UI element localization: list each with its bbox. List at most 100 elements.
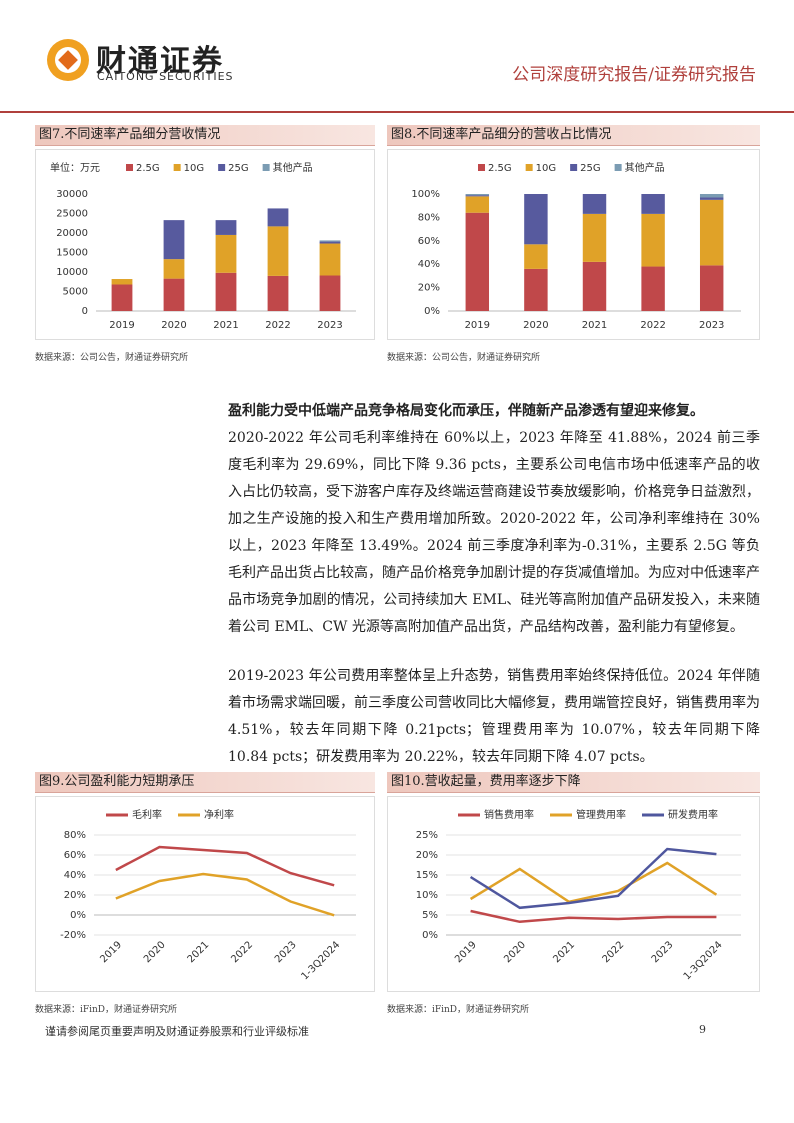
y-tick-label: 20000 xyxy=(56,228,88,239)
y-tick-label: 25000 xyxy=(56,209,88,220)
bar-segment xyxy=(524,194,548,245)
y-tick-label: 20% xyxy=(416,850,438,861)
y-tick-label: 0% xyxy=(70,910,86,921)
legend-label: 销售费用率 xyxy=(484,808,534,821)
figure-source: 数据来源：iFinD，财通证券研究所 xyxy=(387,1005,530,1015)
y-tick-label: -20% xyxy=(60,930,86,941)
y-tick-label: 0% xyxy=(422,930,438,941)
y-tick-label: 25% xyxy=(416,830,438,841)
y-tick-label: 5% xyxy=(422,910,438,921)
bar-segment xyxy=(465,212,490,311)
line-series xyxy=(470,909,717,924)
paragraph: 2019-2023 年公司费用率整体呈上升态势，销售费用率始终保持低位。2024… xyxy=(228,663,760,771)
y-tick-label: 20% xyxy=(64,890,86,901)
legend-swatch xyxy=(126,164,133,171)
y-tick-label: 40% xyxy=(64,870,86,881)
x-tick-label: 2023 xyxy=(650,939,676,965)
legend-label: 其他产品 xyxy=(273,161,313,174)
figure-box: 销售费用率 管理费用率 研发费用率 0% 5% 10% 15% 20% 25% 2019 2020 2… xyxy=(387,796,760,992)
y-tick-label: 60% xyxy=(418,236,440,247)
x-tick-label: 2019 xyxy=(453,939,479,965)
legend-label: 管理费用率 xyxy=(576,808,626,821)
bar-segment xyxy=(163,259,185,279)
bar-segment xyxy=(465,196,490,213)
bar-segment xyxy=(215,272,237,311)
legend-label: 10G xyxy=(184,163,204,174)
footer-disclaimer: 谨请参阅尾页重要声明及财通证券股票和行业评级标准 xyxy=(45,1025,309,1038)
bar-segment xyxy=(163,220,185,260)
figure-source: 数据来源：iFinD，财通证券研究所 xyxy=(35,1005,178,1015)
bar-segment xyxy=(641,194,665,214)
x-tick-label: 2023 xyxy=(317,320,342,331)
legend-swatch xyxy=(262,164,270,171)
bar-segment xyxy=(641,213,665,267)
y-tick-label: 0 xyxy=(82,306,88,317)
bar-segment xyxy=(319,275,341,311)
y-tick-label: 60% xyxy=(64,850,86,861)
y-tick-label: 40% xyxy=(418,259,440,270)
bar-segment xyxy=(699,199,724,266)
y-tick-label: 80% xyxy=(418,212,440,223)
x-tick-label: 1-3Q2024 xyxy=(682,939,725,982)
figure-caption: 图10.营收起量，费用率逐步下降 xyxy=(387,772,760,793)
chart: 2.5G 10G 25G 其他产品 0% 20% 40% 60% 80% 100% 2019 2020… xyxy=(411,161,741,331)
figure-box: 2.5G 10G 25G 其他产品 0% 20% 40% 60% 80% 100% 2019 2020… xyxy=(387,149,760,340)
x-tick-label: 2022 xyxy=(601,939,627,965)
legend-swatch xyxy=(478,164,485,171)
line-series xyxy=(115,845,335,887)
x-tick-label: 2020 xyxy=(502,939,528,965)
y-tick-label: 5000 xyxy=(63,287,88,298)
logo-text: 财通证券 xyxy=(96,44,224,79)
figure-caption: 图9.公司盈利能力短期承压 xyxy=(35,772,375,793)
figure: 图8.不同速率产品细分的营收占比情况 2.5G 10G 25G 其他产品 0% 20% 40… xyxy=(387,125,760,363)
legend-label: 25G xyxy=(580,163,600,174)
legend-label: 2.5G xyxy=(136,163,160,174)
x-tick-label: 2019 xyxy=(465,320,490,331)
chart: 销售费用率 管理费用率 研发费用率 0% 5% 10% 15% 20% 25% 2019 2020 2… xyxy=(416,808,741,982)
x-tick-label: 2021 xyxy=(186,939,212,965)
report-type: 公司深度研究报告/证券研究报告 xyxy=(512,65,756,85)
x-tick-label: 2020 xyxy=(142,939,168,965)
logo-subtext: CAITONG SECURITIES xyxy=(97,70,234,83)
line-series xyxy=(469,847,717,910)
logo-icon xyxy=(47,39,89,81)
bar-segment xyxy=(163,278,185,311)
x-tick-label: 2023 xyxy=(699,320,724,331)
x-tick-label: 2020 xyxy=(161,320,186,331)
x-tick-label: 2022 xyxy=(229,939,255,965)
bar-segment xyxy=(524,244,548,269)
legend-label: 研发费用率 xyxy=(668,808,718,821)
bar-segment xyxy=(215,220,237,235)
bar-segment xyxy=(699,194,724,198)
y-tick-label: 100% xyxy=(411,189,440,200)
bar-segment xyxy=(319,241,341,244)
y-tick-label: 10% xyxy=(416,890,438,901)
legend-label: 其他产品 xyxy=(625,161,665,174)
bar-segment xyxy=(267,226,289,276)
y-tick-label: 15% xyxy=(416,870,438,881)
bar-segment xyxy=(267,208,289,227)
header-rule xyxy=(0,111,794,113)
bar-segment xyxy=(582,213,607,262)
y-tick-label: 20% xyxy=(418,283,440,294)
bar-segment xyxy=(524,268,548,311)
x-tick-label: 2022 xyxy=(265,320,290,331)
bar-segment xyxy=(465,195,490,197)
y-tick-label: 80% xyxy=(64,830,86,841)
bar-segment xyxy=(699,265,724,311)
bar-segment xyxy=(319,243,341,276)
x-tick-label: 2020 xyxy=(523,320,548,331)
figure-box: 毛利率 净利率 -20% 0% 20% 40% 60% 80% 2019 2020 2021 2022… xyxy=(35,796,375,992)
bar-segment xyxy=(582,194,607,214)
figure-caption: 图8.不同速率产品细分的营收占比情况 xyxy=(387,125,760,146)
paragraph-lead: 盈利能力受中低端产品竞争格局变化而承压，伴随新产品渗透有望迎来修复。 xyxy=(228,403,704,419)
y-tick-label: 15000 xyxy=(56,248,88,259)
legend-label: 净利率 xyxy=(204,808,234,821)
x-tick-label: 2019 xyxy=(98,939,124,965)
bar-segment xyxy=(582,261,607,311)
figure-box: 单位：万元 2.5G 10G 25G 其他产品 0 5000 10000 15000 20000 2… xyxy=(35,149,375,340)
figure: 图7.不同速率产品细分营收情况 单位：万元 2.5G 10G 25G 其他产品 0 5000… xyxy=(35,125,375,363)
figure-source: 数据来源：公司公告，财通证券研究所 xyxy=(35,353,189,363)
paragraph: 盈利能力受中低端产品竞争格局变化而承压，伴随新产品渗透有望迎来修复。 2020-2… xyxy=(228,398,760,641)
